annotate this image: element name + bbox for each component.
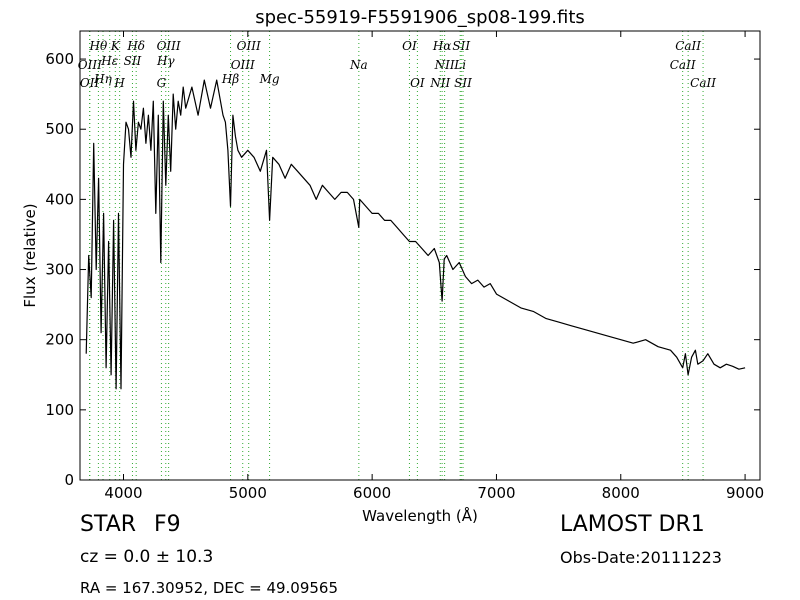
survey-label: LAMOST DR1 [560, 512, 705, 537]
line-marker-label: OIII [237, 39, 261, 53]
line-marker-label: Li [453, 58, 466, 72]
x-tick-label: 6000 [353, 484, 391, 502]
line-marker-label: H [113, 76, 125, 90]
line-marker-label: Hθ [89, 39, 108, 53]
line-marker-label: SII [452, 39, 470, 53]
object-class-line: STAR F9 [80, 512, 181, 537]
x-tick-label: 9000 [726, 484, 764, 502]
spectrum-series-line [86, 80, 745, 389]
y-tick-label: 500 [45, 120, 74, 138]
x-tick-label: 8000 [602, 484, 640, 502]
line-marker-label: SII [124, 54, 142, 68]
line-marker-label: Hε [100, 54, 118, 68]
line-marker-label: K [110, 39, 121, 53]
object-class-label: STAR [80, 512, 136, 537]
y-tick-label: 0 [64, 471, 74, 489]
x-axis-label: Wavelength (Å) [362, 506, 478, 525]
y-tick-label: 400 [45, 190, 74, 208]
y-tick-label: 200 [45, 331, 74, 349]
object-subclass-label: F9 [154, 512, 181, 537]
line-marker-label: CaII [690, 76, 716, 90]
line-marker-label: Hδ [126, 39, 145, 53]
line-marker-label: OIII [157, 39, 181, 53]
line-marker-label: NII [434, 58, 455, 72]
chart-title: spec-55919-F5591906_sp08-199.fits [255, 7, 585, 28]
y-tick-label: 600 [45, 50, 74, 68]
obs-date-label: Obs-Date:20111223 [560, 548, 722, 567]
x-tick-label: 4000 [104, 484, 142, 502]
line-marker-label: OIII [78, 58, 102, 72]
y-tick-label: 100 [45, 401, 74, 419]
line-marker-label: G [157, 76, 167, 90]
line-marker-label: Hα [432, 39, 452, 53]
line-marker-label: NII [429, 76, 450, 90]
line-marker-label: Hγ [156, 54, 175, 68]
line-marker-label: Hβ [221, 72, 239, 86]
x-tick-label: 7000 [477, 484, 515, 502]
line-marker-label: CaII [675, 39, 701, 53]
line-marker-label: OI [402, 39, 417, 53]
y-axis-label: Flux (relative) [21, 203, 39, 307]
redshift-label: cz = 0.0 ± 10.3 [80, 547, 213, 567]
line-marker-label: Mg [259, 72, 280, 86]
line-marker-label: CaII [670, 58, 696, 72]
line-marker-label: OI [410, 76, 425, 90]
coordinates-label: RA = 167.30952, DEC = 49.09565 [80, 579, 338, 597]
line-marker-label: SII [454, 76, 472, 90]
x-tick-label: 5000 [229, 484, 267, 502]
line-marker-label: Na [349, 58, 368, 72]
y-tick-label: 300 [45, 261, 74, 279]
line-marker-label: OIII [231, 58, 255, 72]
